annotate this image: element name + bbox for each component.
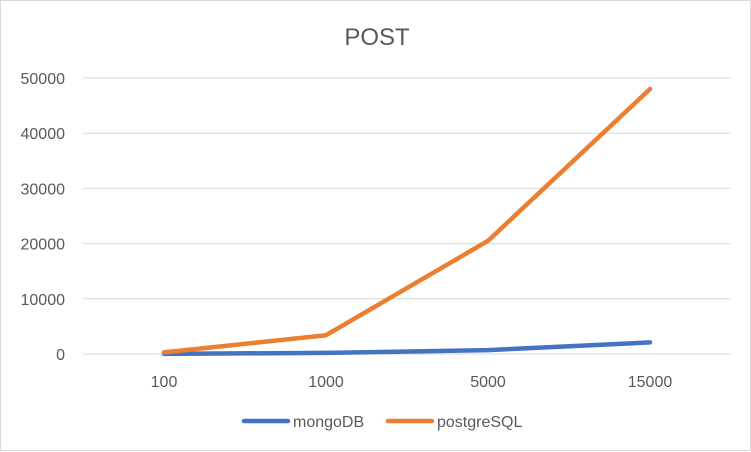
x-tick-label: 100 [151,374,178,391]
legend-label-postgresql: postgreSQL [437,414,522,431]
series-lines [164,89,650,354]
legend: mongoDB postgreSQL [244,414,522,431]
legend-label-mongodb: mongoDB [293,414,364,431]
gridlines [83,78,731,354]
y-tick-label: 40000 [21,126,66,143]
chart-title: POST [344,24,410,51]
series-line-postgresql [164,89,650,352]
y-tick-label: 0 [56,347,65,364]
y-tick-label: 30000 [21,181,66,198]
x-tick-label: 5000 [470,374,506,391]
x-tick-label: 15000 [628,374,673,391]
y-tick-label: 20000 [21,237,66,254]
y-axis-tick-labels: 0 10000 20000 30000 40000 50000 [21,71,66,364]
y-tick-label: 50000 [21,71,66,88]
x-tick-label: 1000 [308,374,344,391]
x-axis-tick-labels: 100 1000 5000 15000 [151,374,673,391]
y-tick-label: 10000 [21,292,66,309]
